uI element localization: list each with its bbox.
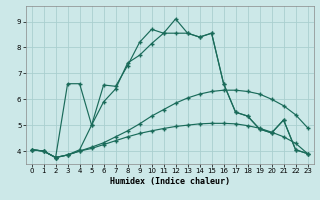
X-axis label: Humidex (Indice chaleur): Humidex (Indice chaleur) bbox=[109, 177, 230, 186]
